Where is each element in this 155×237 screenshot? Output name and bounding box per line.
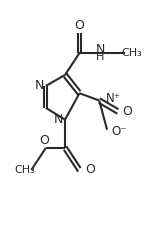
Text: CH₃: CH₃ [14,165,35,175]
Text: N: N [96,43,105,56]
Text: H: H [96,52,105,62]
Text: O: O [75,19,84,32]
Text: N⁺: N⁺ [106,92,121,105]
Text: N: N [54,113,63,126]
Text: O: O [85,163,95,176]
Text: CH₃: CH₃ [121,48,142,58]
Text: N: N [35,79,44,92]
Text: O: O [40,134,50,147]
Text: O⁻: O⁻ [112,125,127,138]
Text: O: O [123,105,133,118]
